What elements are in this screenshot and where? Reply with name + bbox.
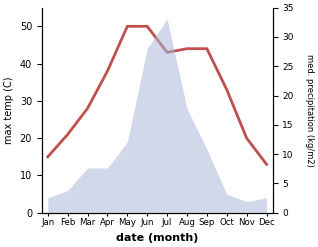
Y-axis label: med. precipitation (kg/m2): med. precipitation (kg/m2): [305, 54, 314, 167]
Y-axis label: max temp (C): max temp (C): [4, 76, 14, 144]
X-axis label: date (month): date (month): [116, 233, 198, 243]
